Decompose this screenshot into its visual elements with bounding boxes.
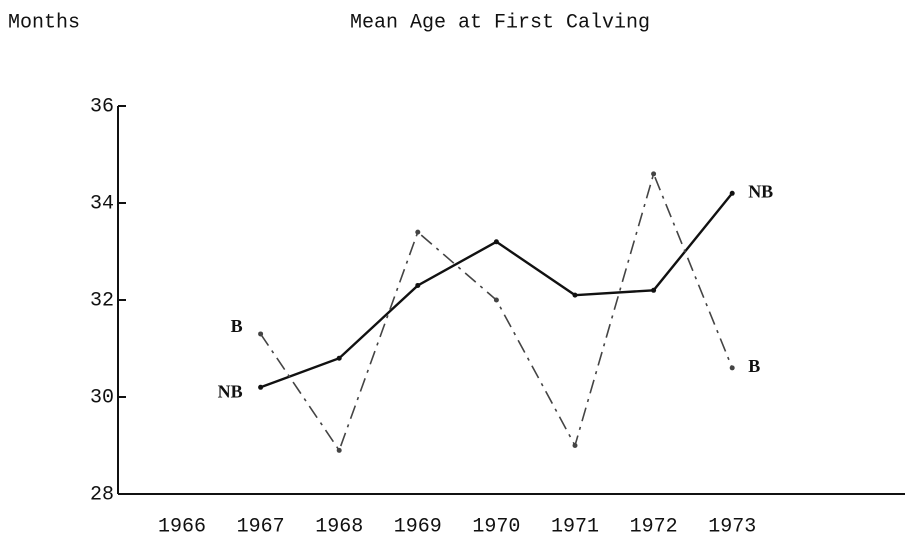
point	[651, 287, 657, 293]
series-label: NB	[218, 381, 243, 401]
x-tick-label: 1966	[158, 515, 206, 538]
point	[493, 297, 499, 303]
point	[493, 239, 499, 245]
chart-title: Mean Age at First Calving	[350, 11, 650, 34]
series-line	[259, 171, 733, 453]
y-tick-label: 34	[90, 192, 114, 215]
series-line	[260, 192, 734, 389]
point	[258, 384, 264, 390]
y-tick-label: 28	[90, 483, 114, 506]
point	[572, 292, 578, 298]
point	[729, 190, 735, 196]
x-tick-label: 1970	[472, 515, 520, 538]
point	[572, 443, 578, 448]
x-tick-label: 1968	[315, 515, 363, 538]
x-tick-label: 1973	[708, 515, 756, 538]
x-tick-label: 1972	[630, 515, 678, 538]
y-axis-label: Months	[8, 11, 80, 34]
x-tick-label: 1971	[551, 515, 599, 538]
y-tick-label: 32	[90, 289, 114, 312]
series-label: NB	[748, 181, 773, 201]
series-label: B	[231, 316, 243, 336]
point	[729, 365, 735, 371]
point	[336, 447, 342, 453]
series-label: B	[748, 356, 760, 376]
point	[651, 171, 657, 177]
y-tick-label: 30	[90, 386, 114, 409]
point	[415, 282, 421, 288]
x-tick-label: 1967	[237, 515, 285, 538]
x-tick-label: 1969	[394, 515, 442, 538]
point	[336, 355, 342, 361]
point	[258, 331, 264, 337]
y-tick-label: 36	[90, 95, 114, 118]
point	[415, 229, 421, 235]
